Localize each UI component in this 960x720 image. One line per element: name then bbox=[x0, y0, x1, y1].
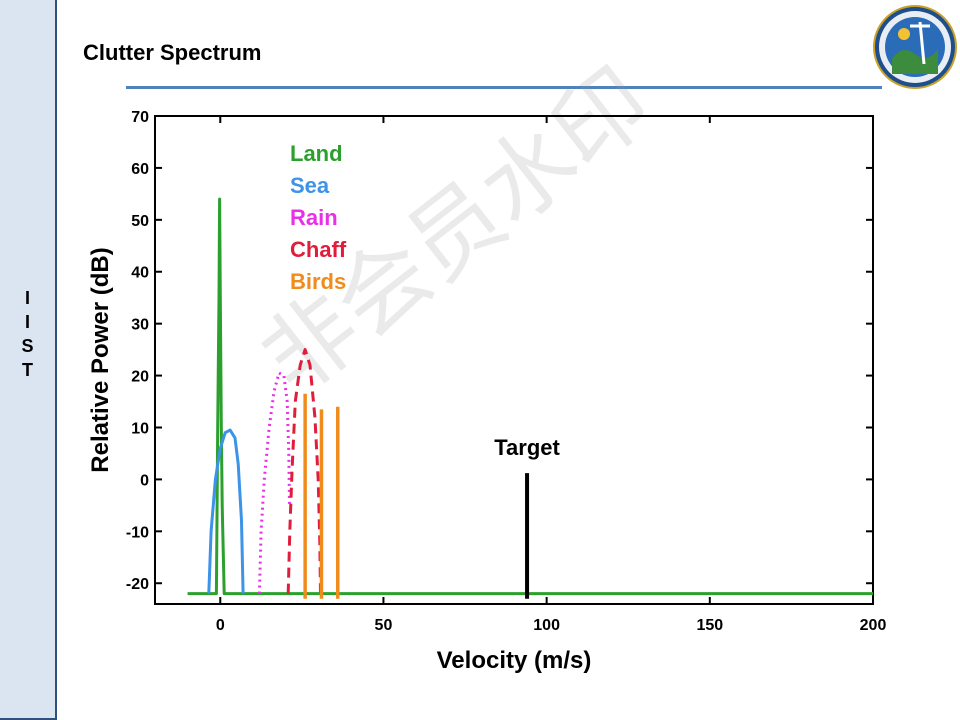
legend: Land Sea Rain Chaff Birds bbox=[290, 141, 347, 294]
legend-rain: Rain bbox=[290, 205, 338, 230]
y-tick-label: 10 bbox=[131, 420, 149, 437]
sidebar-letter: I bbox=[24, 288, 30, 308]
x-axis-label: Velocity (m/s) bbox=[437, 647, 592, 674]
land-series-line bbox=[187, 197, 873, 596]
legend-sea: Sea bbox=[290, 173, 330, 198]
title-divider bbox=[126, 86, 882, 89]
y-tick-label: 20 bbox=[131, 369, 149, 386]
y-tick-label: 50 bbox=[131, 213, 149, 230]
y-tick-label: 70 bbox=[131, 109, 149, 126]
legend-land: Land bbox=[290, 141, 343, 166]
y-tick-label: 30 bbox=[131, 317, 149, 334]
y-tick-label: -10 bbox=[126, 524, 149, 541]
annotations: Target bbox=[494, 435, 561, 599]
y-tick-label: -20 bbox=[126, 576, 149, 593]
institute-logo-icon bbox=[873, 5, 957, 89]
sidebar-letter: I bbox=[24, 312, 30, 332]
y-tick-label: 60 bbox=[131, 161, 149, 178]
rain-series-line bbox=[257, 371, 291, 594]
sidebar-letter: T bbox=[22, 360, 33, 380]
series-layer bbox=[187, 197, 873, 599]
clutter-spectrum-chart: 0 50 100 150 200 -20 -10 0 10 20 30 40 50 60 70 Land Se… bbox=[87, 109, 887, 674]
x-tick-label: 200 bbox=[860, 617, 887, 634]
x-tick-label: 100 bbox=[533, 617, 560, 634]
target-label: Target bbox=[494, 435, 560, 460]
sidebar-letter: S bbox=[21, 336, 34, 356]
plot-frame bbox=[154, 115, 874, 605]
slide-title: Clutter Spectrum bbox=[83, 40, 262, 65]
y-tick-label: 40 bbox=[131, 265, 149, 282]
legend-birds: Birds bbox=[290, 269, 346, 294]
sea-series-line bbox=[207, 428, 245, 594]
axes: 0 50 100 150 200 -20 -10 0 10 20 30 40 50 60 70 bbox=[126, 109, 887, 634]
x-tick-label: 0 bbox=[216, 617, 225, 634]
legend-chaff: Chaff bbox=[290, 237, 347, 262]
chaff-series-line bbox=[286, 348, 322, 594]
sidebar-letters: I I S T bbox=[0, 286, 55, 382]
sidebar: I I S T bbox=[0, 0, 57, 720]
y-tick-label: 0 bbox=[140, 472, 149, 489]
y-axis-label: Relative Power (dB) bbox=[87, 247, 114, 472]
x-tick-label: 150 bbox=[696, 617, 723, 634]
x-tick-label: 50 bbox=[375, 617, 393, 634]
